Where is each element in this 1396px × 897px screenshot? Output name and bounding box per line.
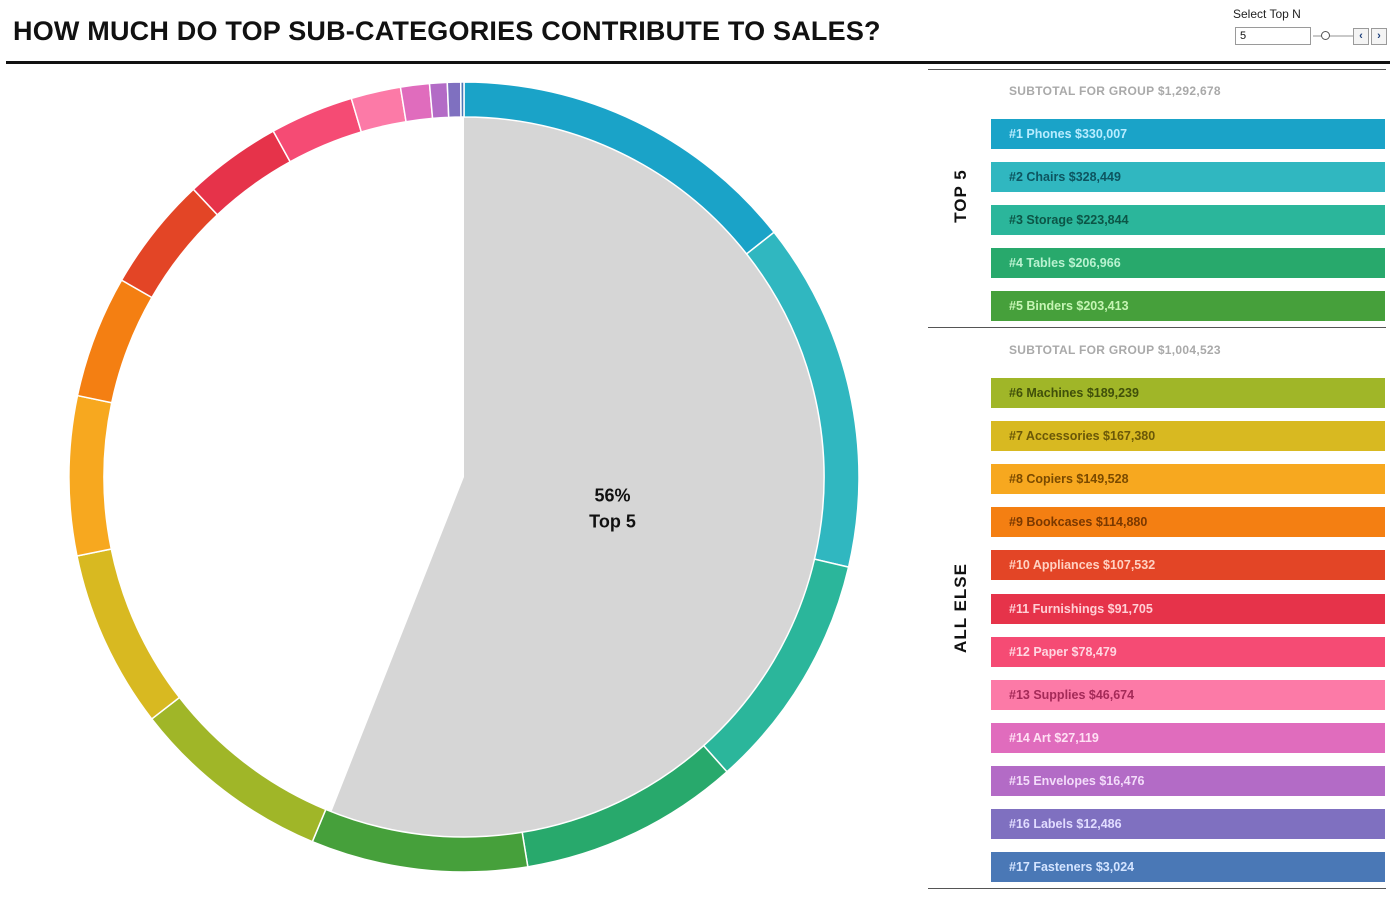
pie-top-n-slice [331,117,824,837]
top-n-input[interactable]: 5 [1235,27,1311,45]
bar-tables: #4 Tables $206,966 [991,248,1385,278]
bar-labels: #16 Labels $12,486 [991,809,1385,839]
center-percent-label: 56% [595,485,631,505]
bar-phones: #1 Phones $330,007 [991,119,1385,149]
bar-fasteners: #17 Fasteners $3,024 [991,852,1385,883]
ring-segment-labels [446,81,462,119]
top-n-control: Select Top N 5 ‹ › [1233,7,1393,51]
bar-machines: #6 Machines $189,239 [991,378,1385,408]
bar-paper: #12 Paper $78,479 [991,636,1385,667]
ring-segment-art [399,82,434,123]
bar-art: #14 Art $27,119 [991,722,1385,753]
top-n-next-button[interactable]: › [1371,28,1387,45]
group-divider-middle [928,327,1386,328]
top-n-slider-thumb[interactable] [1321,31,1330,40]
bar-copiers: #8 Copiers $149,528 [991,464,1385,495]
group-divider-bottom [928,888,1386,889]
pie-slices [68,81,860,873]
donut-chart: 56% Top 5 [68,81,860,873]
subtotal-else-group: SUBTOTAL FOR GROUP $1,004,523 [1009,343,1221,357]
top-n-prev-button[interactable]: ‹ [1353,28,1369,45]
chevron-right-icon: › [1377,30,1381,42]
ring-segment-fasteners [459,81,465,118]
chevron-left-icon: ‹ [1359,30,1363,42]
bar-chairs: #2 Chairs $328,449 [991,162,1385,192]
bar-supplies: #13 Supplies $46,674 [991,679,1385,710]
bar-envelopes: #15 Envelopes $16,476 [991,765,1385,796]
group-divider-top [928,69,1386,70]
bar-storage: #3 Storage $223,844 [991,205,1385,235]
bar-binders: #5 Binders $203,413 [991,291,1385,321]
top-n-slider-track[interactable] [1313,35,1353,37]
center-group-label: Top 5 [589,511,636,531]
title-divider [6,61,1390,64]
top-n-label: Select Top N [1233,7,1301,21]
bar-bookcases: #9 Bookcases $114,880 [991,507,1385,538]
bar-appliances: #10 Appliances $107,532 [991,550,1385,581]
subtotal-top-group: SUBTOTAL FOR GROUP $1,292,678 [1009,84,1221,98]
group-label-else: ALL ELSE [951,563,970,653]
bar-furnishings: #11 Furnishings $91,705 [991,593,1385,624]
page-title: HOW MUCH DO TOP SUB-CATEGORIES CONTRIBUT… [13,16,881,46]
ring-segment-envelopes [428,81,450,120]
group-label-top: TOP 5 [951,169,970,223]
bar-accessories: #7 Accessories $167,380 [991,421,1385,452]
